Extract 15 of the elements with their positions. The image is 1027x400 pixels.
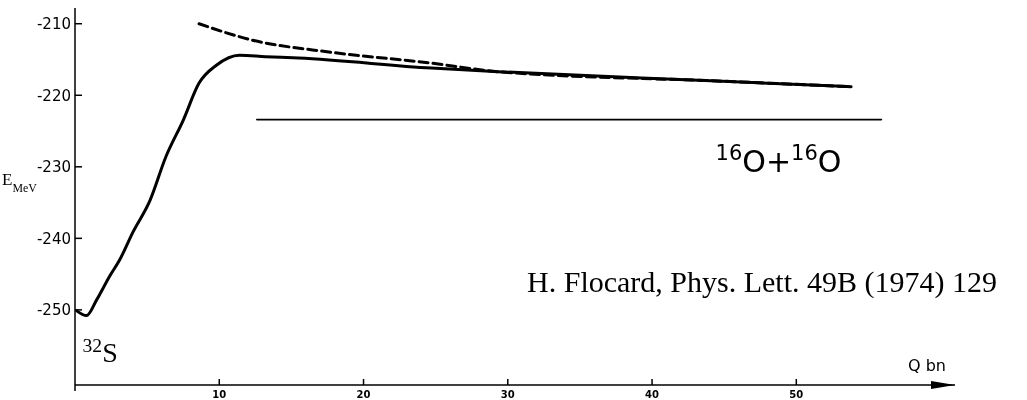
y-tick-label: -240 [36, 229, 71, 248]
y-axis-title: E$_{MeV}$ [2, 169, 38, 195]
annotation: H. Flocard, Phys. Lett. 49B (1974) 129 [527, 265, 997, 299]
x-axis-title: Q bn [908, 356, 946, 375]
series-label: $^{16}$O+$^{16}$O [715, 140, 842, 179]
x-tick-label: 40 [645, 389, 660, 400]
x-tick-label: 10 [212, 389, 227, 400]
y-tick-label: -230 [36, 158, 71, 177]
y-tick-label: -220 [36, 86, 71, 105]
x-tick-label: 30 [500, 389, 515, 400]
x-tick-label: 20 [356, 389, 371, 400]
y-tick-label: -210 [36, 14, 71, 33]
y-tick-label: -250 [36, 301, 71, 320]
annotation: $^{32}$S [82, 334, 118, 368]
x-tick-label: 50 [789, 389, 804, 400]
